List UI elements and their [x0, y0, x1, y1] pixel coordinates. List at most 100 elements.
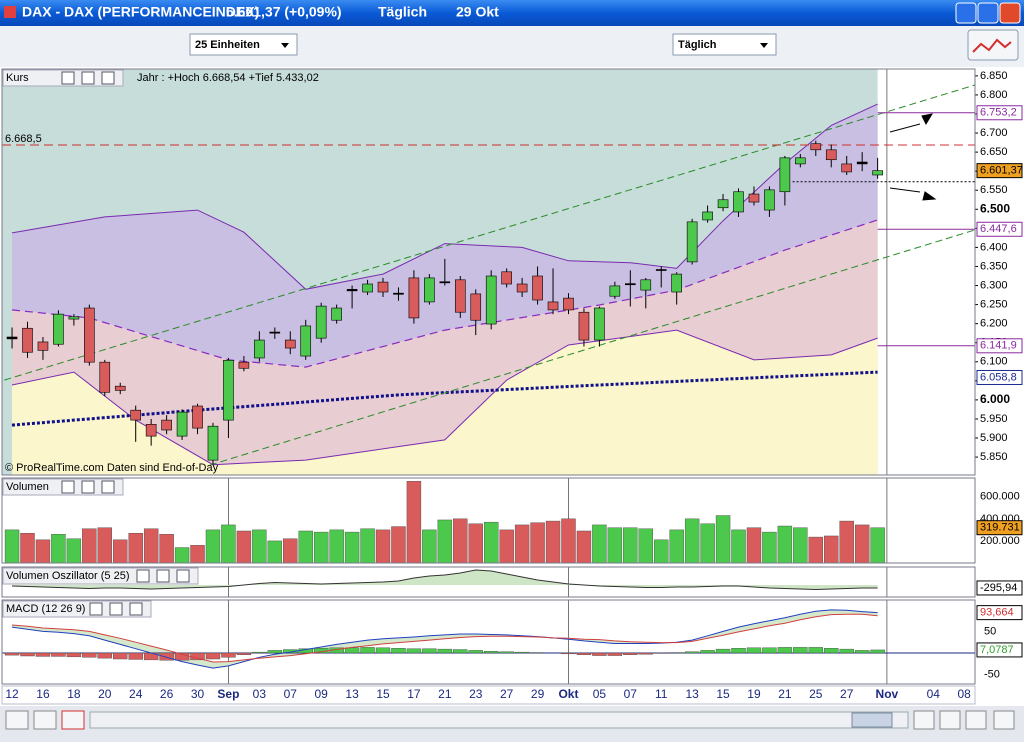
y-tick-label: 600.000 [980, 491, 1020, 503]
panel-header-button[interactable] [89, 602, 103, 616]
panel-header-button[interactable] [61, 71, 75, 85]
indicator-icon [972, 38, 1012, 53]
panel-frame [1, 599, 976, 685]
volume-bar [484, 521, 499, 564]
value-box [976, 642, 1023, 658]
y-tick-label: 6.200 [980, 318, 1008, 330]
panel-header-button[interactable] [61, 480, 75, 494]
value-box [976, 369, 1023, 385]
date-axis-bg [1, 685, 976, 705]
macd-histogram-bar [468, 650, 483, 654]
volume-bar [4, 529, 20, 564]
panel-header-button[interactable] [156, 569, 170, 583]
candle-body [516, 283, 528, 293]
macd-line [11, 609, 878, 669]
macd-histogram-bar [746, 647, 762, 654]
volume-bar [360, 528, 375, 564]
candle-body [22, 327, 33, 353]
panel-header-button[interactable] [136, 569, 150, 583]
units-dropdown[interactable] [189, 33, 298, 56]
macd-histogram-bar [82, 652, 97, 658]
x-tick-label: 25 [809, 687, 823, 701]
y-tick-label: -50 [984, 668, 1000, 680]
volume-bar [391, 526, 406, 564]
candle-body [84, 307, 95, 363]
panel-header-button[interactable] [176, 569, 190, 583]
volume-bar [638, 528, 653, 564]
volume-bar [128, 532, 143, 564]
volume-bar [870, 527, 885, 564]
candle-body [671, 273, 682, 293]
volume-bar [746, 527, 762, 564]
tool-button[interactable] [61, 710, 85, 730]
value-box-label: -295,94 [980, 582, 1017, 594]
mail-button[interactable] [5, 710, 29, 730]
print-button[interactable] [33, 710, 57, 730]
zoom-area-button[interactable] [939, 710, 961, 730]
volume-bar [762, 531, 777, 564]
candle-body [377, 281, 389, 293]
zoom-out-button[interactable] [965, 710, 987, 730]
candle-body [733, 191, 744, 213]
value-box-label: 93,664 [980, 607, 1014, 619]
x-tick-label: Nov [876, 687, 899, 701]
panel-header-button[interactable] [129, 602, 143, 616]
app-icon [4, 6, 16, 18]
macd-histogram-bar [715, 648, 731, 654]
panel-header-button[interactable] [81, 480, 95, 494]
close-button[interactable] [999, 2, 1021, 24]
x-tick-label: Okt [558, 687, 578, 701]
panel-header-button[interactable] [101, 480, 115, 494]
chart-annotation: © ProRealTime.com Daten sind End-of-Day [5, 462, 219, 474]
volume-bar [731, 529, 746, 564]
zoom-fit-button[interactable] [913, 710, 935, 730]
scroll-thumb[interactable] [851, 712, 893, 728]
macd-histogram-bar [870, 649, 885, 654]
minimize-button[interactable] [955, 2, 977, 24]
volume-bar [654, 539, 669, 564]
x-tick-label: 08 [958, 687, 972, 701]
candle-body [578, 311, 590, 341]
x-tick-label: 15 [716, 687, 730, 701]
maximize-button[interactable] [977, 2, 999, 24]
value-box-label: 319.731 [980, 522, 1020, 534]
macd-histogram-bar [762, 647, 777, 654]
panel-header-button[interactable] [101, 71, 115, 85]
candle-body [145, 423, 157, 437]
macd-histogram-bar [391, 648, 406, 654]
band-upper-fill [12, 104, 878, 368]
macd-histogram-bar [514, 651, 530, 654]
value-box-label: 6.058,8 [980, 371, 1017, 383]
candle-body [655, 269, 667, 271]
y-tick-label: 6.650 [980, 146, 1008, 158]
x-tick-label: 03 [253, 687, 267, 701]
volume-bar [313, 531, 329, 564]
panel-header-button[interactable] [81, 71, 95, 85]
scrollbar[interactable] [89, 711, 909, 729]
panel-header-button[interactable] [109, 602, 123, 616]
volume-bar [236, 530, 252, 564]
candle-body [748, 193, 760, 203]
volume-bar [375, 529, 391, 564]
macd-histogram-bar [66, 652, 82, 658]
macd-histogram-bar [97, 652, 112, 659]
panel-title: Volumen [6, 481, 49, 493]
y-tick-label: 6.350 [980, 260, 1008, 272]
info-text: Jahr : +Hoch 6.668,54 +Tief 5.433,02 [137, 72, 319, 84]
candle-body [810, 143, 822, 151]
candle-body [424, 277, 435, 303]
x-tick-label: 30 [191, 687, 205, 701]
volume-bar [514, 524, 530, 564]
x-tick-label: 27 [500, 687, 514, 701]
y-tick-label: 6.400 [980, 241, 1008, 253]
oscillator-line [11, 569, 878, 591]
y-tick-label: 5.950 [980, 413, 1008, 425]
candle-body [315, 305, 327, 339]
zoom-in-button[interactable] [993, 710, 1015, 730]
candle-body [269, 331, 281, 334]
candle-body [872, 170, 883, 176]
y-tick-label: 6.000 [980, 392, 1010, 406]
y-tick-label: 50 [984, 625, 996, 637]
interval-dropdown[interactable] [672, 33, 777, 56]
volume-bar [437, 519, 453, 564]
